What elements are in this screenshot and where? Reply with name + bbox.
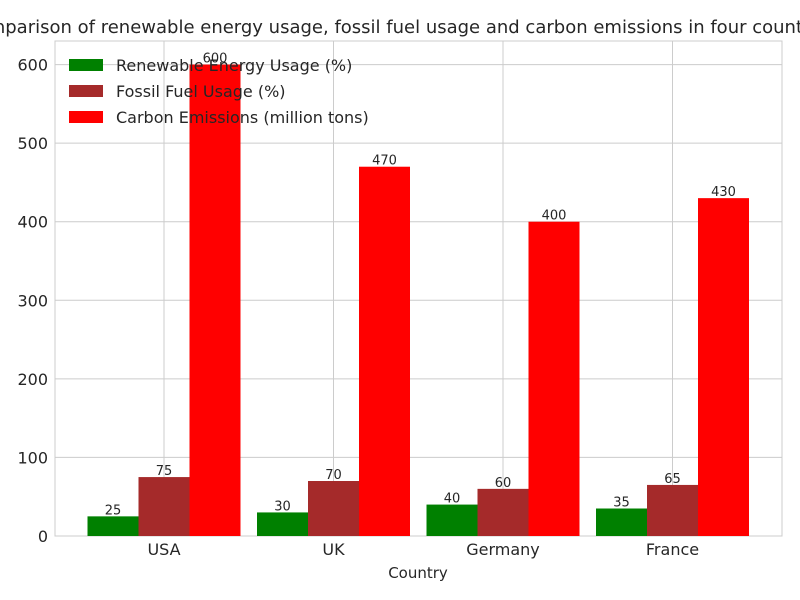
bar — [257, 512, 308, 536]
legend-swatch — [69, 85, 103, 97]
bar — [477, 488, 529, 536]
y-tick-label: 600 — [17, 56, 48, 75]
bar — [596, 508, 647, 536]
bar-value-label: 40 — [444, 492, 461, 507]
x-tick-label: USA — [147, 540, 180, 559]
y-tick-label: 500 — [17, 134, 48, 153]
legend-label: Renewable Energy Usage (%) — [116, 56, 352, 75]
bar-value-label: 65 — [664, 472, 681, 487]
legend: Renewable Energy Usage (%) Fossil Fuel Us… — [69, 56, 369, 127]
bar — [87, 516, 139, 536]
x-tick-label: UK — [322, 540, 345, 559]
y-tick-label: 100 — [17, 448, 48, 467]
bar-value-label: 70 — [325, 468, 342, 483]
bar — [426, 504, 478, 536]
legend-label: Fossil Fuel Usage (%) — [116, 82, 286, 101]
bar — [647, 484, 698, 536]
x-axis-label: Country — [388, 564, 448, 582]
plot-frame — [54, 40, 783, 537]
bar — [698, 198, 749, 536]
x-axis-ticks: USA UK Germany France — [147, 540, 699, 559]
gridlines — [55, 41, 782, 537]
bar-value-label: 30 — [274, 499, 291, 514]
bar-value-labels: 25 75 600 30 70 470 40 60 400 35 65 430 — [105, 52, 736, 519]
y-axis-ticks: 0 100 200 300 400 500 600 — [17, 56, 48, 546]
y-tick-label: 200 — [17, 370, 48, 389]
legend-swatch — [69, 111, 103, 123]
bar-group — [87, 64, 749, 537]
x-tick-label: Germany — [466, 540, 540, 559]
chart-title: Comparison of renewable energy usage, fo… — [0, 17, 800, 38]
bar-value-label: 470 — [372, 154, 397, 169]
bar — [308, 481, 359, 536]
bar — [189, 64, 241, 537]
bar-value-label: 75 — [156, 464, 173, 479]
bar-value-label: 25 — [105, 503, 122, 518]
bar — [138, 477, 190, 536]
y-tick-label: 300 — [17, 291, 48, 310]
y-tick-label: 0 — [38, 527, 48, 546]
x-tick-label: France — [646, 540, 699, 559]
legend-label: Carbon Emissions (million tons) — [116, 108, 369, 127]
bar — [359, 166, 410, 536]
bar-value-label: 60 — [495, 476, 512, 491]
legend-swatch — [69, 59, 103, 71]
bar-value-label: 400 — [542, 209, 567, 224]
bar-value-label: 600 — [203, 52, 228, 67]
bar-value-label: 430 — [711, 185, 736, 200]
bar-value-label: 35 — [613, 496, 630, 511]
bar — [528, 221, 580, 536]
y-tick-label: 400 — [17, 213, 48, 232]
